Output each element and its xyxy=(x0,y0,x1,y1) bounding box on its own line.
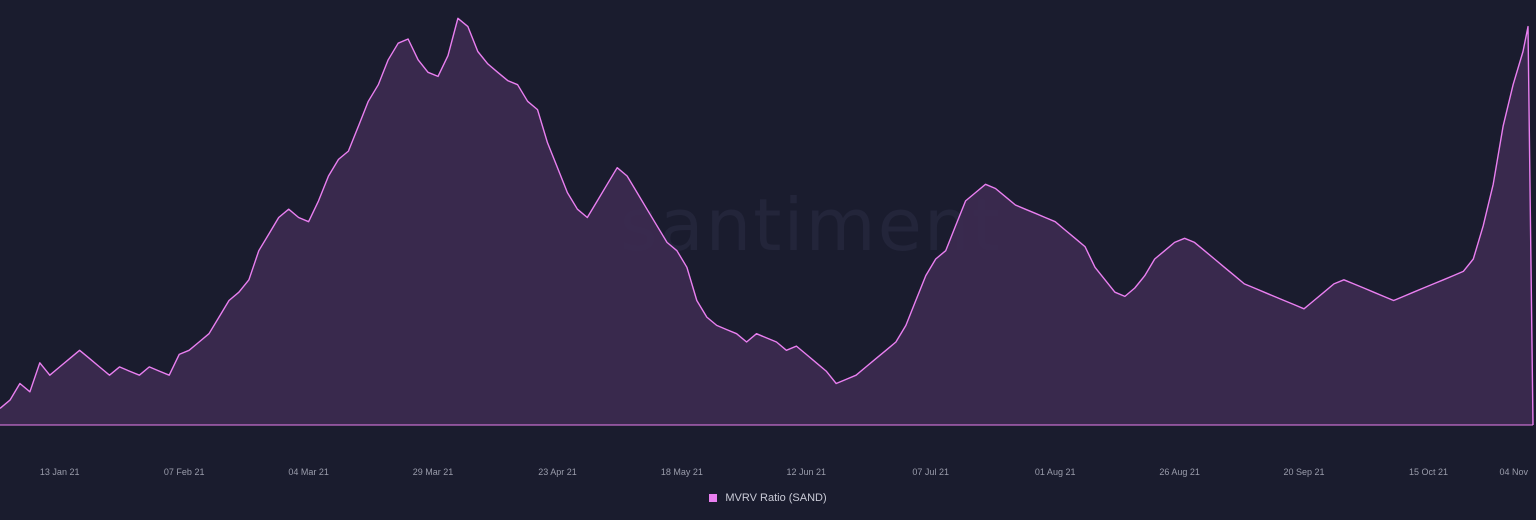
legend-swatch xyxy=(709,494,718,502)
x-tick-label: 04 Nov xyxy=(1499,467,1528,477)
x-tick-label: 20 Sep 21 xyxy=(1283,467,1324,477)
x-axis-ticks: 13 Jan 21 07 Feb 21 04 Mar 21 29 Mar 21 23 A… xyxy=(40,467,1529,477)
mvrv-area-fill xyxy=(0,18,1533,426)
x-tick-label: 15 Oct 21 xyxy=(1409,467,1448,477)
santiment-watermark: santiment xyxy=(620,183,1002,267)
x-tick-label: 12 Jun 21 xyxy=(787,467,827,477)
x-tick-label: 23 Apr 21 xyxy=(538,467,577,477)
legend-label: MVRV Ratio (SAND) xyxy=(725,492,827,504)
x-tick-label: 01 Aug 21 xyxy=(1035,467,1076,477)
mvrv-series-line xyxy=(0,17,1534,426)
x-tick-label: 07 Feb 21 xyxy=(164,467,205,477)
x-tick-label: 04 Mar 21 xyxy=(288,467,329,477)
x-tick-label: 13 Jan 21 xyxy=(40,467,80,477)
x-tick-label: 18 May 21 xyxy=(661,467,703,477)
x-tick-label: 07 Jul 21 xyxy=(912,467,949,477)
legend[interactable]: MVRV Ratio (SAND) xyxy=(0,492,1536,504)
x-tick-label: 26 Aug 21 xyxy=(1159,467,1200,477)
x-tick-label: 29 Mar 21 xyxy=(413,467,454,477)
plot-area xyxy=(0,17,1534,426)
